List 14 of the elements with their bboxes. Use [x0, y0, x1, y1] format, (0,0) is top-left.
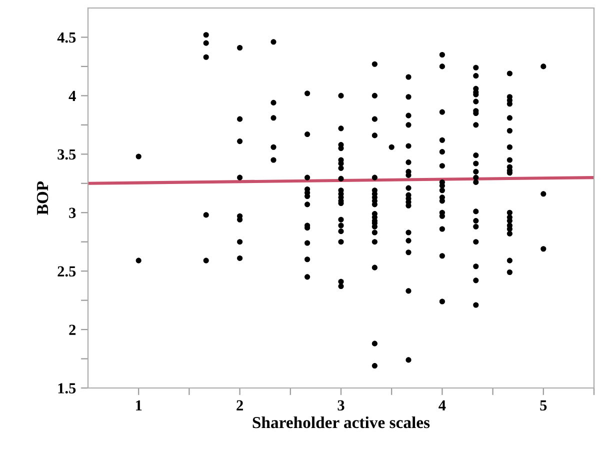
x-tick-label: 3 — [338, 400, 344, 411]
x-tick-label: 5 — [540, 400, 547, 411]
x-tick-label: 4 — [438, 400, 446, 410]
y-tick-label: 4 — [68, 90, 76, 101]
x-tick-label: 1 — [136, 400, 142, 410]
y-tick-label: 2.5 — [58, 266, 76, 277]
y-tick-label: 3 — [69, 208, 76, 218]
y-tick-label: 4.5 — [57, 32, 76, 43]
y-tick-label: 2 — [69, 324, 76, 335]
y-axis-title: BOP — [36, 181, 48, 215]
x-tick-label: 2 — [236, 400, 243, 410]
x-axis-title: Shareholder active scales — [252, 416, 430, 428]
y-tick-label: 3.5 — [58, 149, 76, 160]
y-tick-label: 1.5 — [58, 383, 76, 394]
